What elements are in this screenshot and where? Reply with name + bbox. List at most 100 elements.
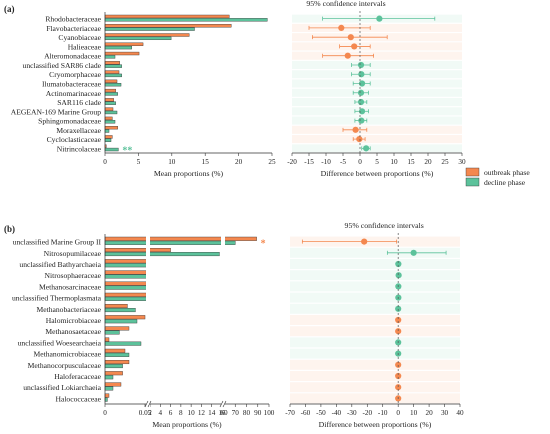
- x-tick-label: -40: [332, 409, 342, 417]
- ci-row-band: [290, 247, 460, 258]
- category-label: unclassified SAR86 clade: [23, 61, 102, 70]
- x-tick-label: 10: [168, 158, 176, 166]
- ci-point: [395, 316, 402, 324]
- ci-title: 95% confidence intervals: [306, 0, 385, 8]
- x-tick-label: 40: [456, 409, 464, 417]
- bar-decline: [104, 45, 132, 50]
- bar-decline: [104, 319, 138, 324]
- bar-decline: [104, 375, 114, 380]
- x-tick-label: 70: [232, 409, 240, 417]
- bar-outbreak: [104, 135, 113, 139]
- bar-decline: [104, 27, 195, 31]
- category-label: Nitrincolaceae: [57, 144, 102, 153]
- category-label: Methanomicrobiaceae: [34, 350, 102, 359]
- bar-outbreak: [104, 292, 147, 297]
- x-tick-label: -15: [304, 158, 314, 166]
- bar-decline: [104, 120, 116, 124]
- x-tick-label: 8: [179, 409, 183, 417]
- bar-outbreak: [104, 348, 126, 353]
- ci-point: [410, 249, 417, 256]
- x-tick-label: 5: [375, 158, 379, 166]
- bar-outbreak: [104, 88, 116, 93]
- axis-break-mark: [222, 400, 227, 408]
- category-label: unclassified Thermoplasmata: [12, 294, 102, 303]
- x-tick-label: 5: [137, 158, 141, 166]
- x-tick-label: 0.05: [139, 409, 152, 417]
- ci-row-band: [290, 281, 460, 292]
- ci-point: [395, 260, 402, 268]
- ci-point: [358, 117, 365, 124]
- x-tick-label: 100: [264, 409, 275, 417]
- bar-decline: [104, 129, 110, 133]
- bar-decline: [104, 138, 112, 142]
- bar-outbreak: [104, 360, 130, 365]
- bar-decline: [104, 308, 136, 313]
- x-tick-label: 0: [358, 158, 362, 166]
- axis-break-mark: [144, 400, 149, 408]
- significance-marker: **: [122, 145, 132, 156]
- x-tick-label: -20: [362, 409, 372, 417]
- ci-point: [363, 145, 370, 152]
- category-label: Halomicrobiaceae: [46, 316, 102, 325]
- bar-decline: [104, 352, 130, 357]
- bar-decline: [104, 330, 120, 335]
- ci-point: [395, 372, 402, 380]
- bar-outbreak: [104, 33, 190, 37]
- category-label: AEGEAN-169 Marine Group: [11, 107, 101, 116]
- bar-outbreak: [104, 42, 144, 46]
- bar-outbreak: [104, 247, 171, 253]
- ci-row-band: [292, 144, 462, 153]
- ci-row-band: [292, 98, 462, 107]
- panel-label-a: (a): [4, 4, 15, 14]
- bar-decline: [104, 240, 236, 245]
- x-tick-label: -60: [301, 409, 311, 417]
- bar-decline: [104, 73, 122, 78]
- ci-point: [357, 89, 365, 96]
- panel-label-b: (b): [4, 224, 15, 234]
- bar-decline: [104, 92, 118, 96]
- bar-outbreak: [104, 371, 123, 376]
- bar-decline: [104, 397, 108, 402]
- x-axis-title: Difference between proportions (%): [321, 169, 434, 178]
- category-label: Cyanobiaceae: [58, 33, 101, 42]
- x-tick-label: -70: [285, 409, 295, 417]
- ci-point: [361, 238, 368, 245]
- ci-row-band: [290, 315, 460, 325]
- ci-point: [395, 272, 402, 279]
- x-tick-label: 20: [425, 409, 433, 417]
- ci-row-band: [292, 125, 462, 134]
- ci-row-band: [290, 292, 460, 303]
- bar-outbreak: [104, 61, 120, 65]
- legend-label-outbreak: outbreak phase: [484, 168, 530, 177]
- ci-row-band: [292, 51, 462, 60]
- x-tick-label: -50: [316, 409, 326, 417]
- ci-row-band: [290, 359, 460, 370]
- bar-outbreak: [104, 79, 118, 84]
- bar-decline: [104, 285, 147, 290]
- bar-outbreak: [104, 125, 118, 130]
- x-tick-label: -30: [347, 409, 357, 417]
- category-label: Cycloclasticaceae: [47, 135, 102, 144]
- ci-row-band: [292, 116, 462, 125]
- legend-swatch-decline: [465, 177, 480, 187]
- bar-outbreak: [104, 107, 114, 111]
- legend-swatch-outbreak: [465, 167, 480, 177]
- bar-outbreak: [104, 382, 122, 387]
- x-tick-label: 80: [243, 409, 251, 417]
- bar-decline: [104, 386, 114, 391]
- ci-point: [344, 52, 351, 59]
- axis-break-gap: [221, 234, 225, 408]
- bar-outbreak: [104, 270, 147, 275]
- ci-point: [356, 136, 363, 143]
- x-tick-label: 4: [158, 409, 162, 417]
- x-tick-label: 20: [424, 158, 432, 166]
- x-tick-label: 90: [254, 409, 262, 417]
- bar-outbreak: [104, 70, 120, 74]
- ci-point: [357, 98, 365, 106]
- bar-outbreak: [104, 24, 232, 28]
- x-tick-label: 0: [396, 409, 400, 417]
- category-label: Moraxellaceae: [56, 126, 101, 135]
- ci-point: [376, 15, 383, 22]
- ci-row-band: [290, 393, 460, 404]
